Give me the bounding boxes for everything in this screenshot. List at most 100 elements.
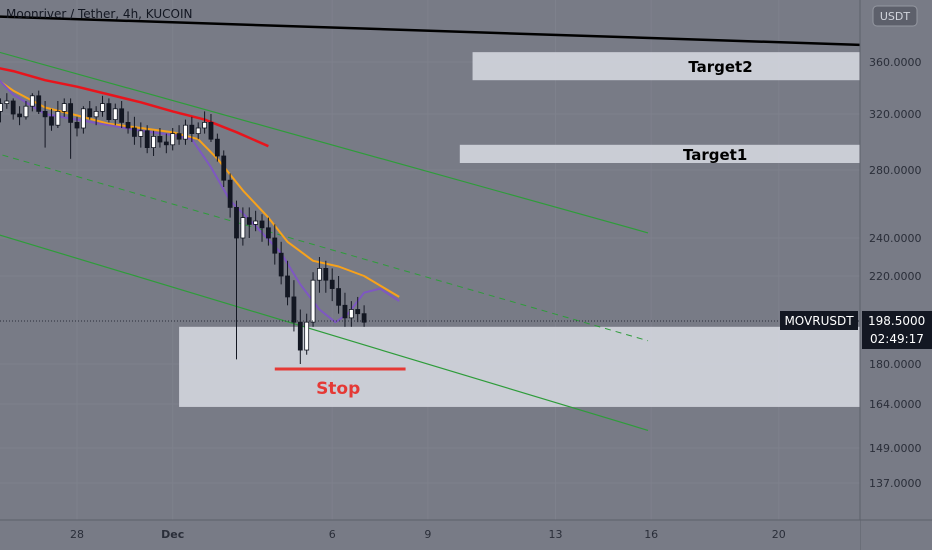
currency-label: USDT — [880, 10, 911, 23]
candle[interactable] — [208, 114, 214, 142]
price-tick-label: 280.0000 — [869, 164, 922, 177]
candle[interactable] — [202, 111, 208, 134]
channel-line[interactable] — [0, 47, 649, 234]
candle[interactable] — [23, 101, 29, 120]
candle[interactable] — [87, 101, 93, 120]
candle[interactable] — [157, 128, 163, 148]
candle-body — [10, 100, 16, 115]
zone-label: Target1 — [683, 146, 747, 164]
bar-countdown: 02:49:17 — [870, 332, 924, 346]
candle[interactable] — [61, 98, 67, 117]
candle[interactable] — [0, 98, 3, 123]
zone-box[interactable] — [472, 52, 901, 81]
candle-body — [4, 100, 10, 104]
candle[interactable] — [234, 200, 239, 360]
time-tick-label: 13 — [549, 528, 563, 541]
candle[interactable] — [183, 119, 188, 145]
candle-body — [138, 130, 144, 137]
candle[interactable] — [42, 101, 48, 148]
candle[interactable] — [17, 106, 22, 126]
candle-body — [259, 220, 265, 229]
zone-box[interactable] — [179, 326, 901, 407]
price-tick-label: 149.0000 — [869, 442, 922, 455]
candle[interactable] — [151, 130, 156, 156]
candle[interactable] — [272, 224, 278, 265]
candle[interactable] — [278, 241, 284, 285]
channel-line[interactable] — [0, 230, 649, 431]
plot-area[interactable] — [0, 0, 860, 520]
candle[interactable] — [323, 260, 329, 293]
candle[interactable] — [342, 292, 348, 327]
candle[interactable] — [214, 133, 220, 162]
candle[interactable] — [246, 207, 252, 238]
candle-body — [42, 111, 48, 118]
ma-red-line[interactable] — [0, 65, 269, 148]
price-axis[interactable] — [860, 0, 932, 550]
candle[interactable] — [49, 108, 54, 131]
candle[interactable] — [80, 106, 86, 134]
candle[interactable] — [240, 207, 246, 246]
candle[interactable] — [93, 106, 99, 126]
candle[interactable] — [195, 122, 201, 140]
candle[interactable] — [221, 150, 227, 187]
candle[interactable] — [138, 122, 144, 148]
candle[interactable] — [144, 125, 150, 154]
candle[interactable] — [265, 217, 271, 246]
candle[interactable] — [132, 116, 137, 145]
candle[interactable] — [4, 93, 10, 109]
candle[interactable] — [285, 260, 290, 306]
chart-title: Moonriver / Tether, 4h, KUCOIN — [6, 7, 192, 21]
candle-body — [23, 105, 29, 118]
time-axis[interactable] — [0, 520, 860, 550]
candle-body — [234, 206, 239, 239]
candle[interactable] — [310, 272, 316, 327]
symbol-tag: MOVRUSDT — [780, 311, 858, 330]
price-tick-label: 137.0000 — [869, 477, 922, 490]
candle-body — [151, 135, 156, 148]
candle[interactable] — [189, 116, 195, 142]
candle[interactable] — [253, 210, 259, 232]
candle[interactable] — [227, 173, 233, 218]
candle[interactable] — [29, 93, 35, 112]
last-price-tag: 198.5000 02:49:17 — [862, 311, 932, 349]
candle[interactable] — [112, 103, 118, 126]
candle[interactable] — [259, 214, 265, 242]
candle[interactable] — [176, 125, 182, 145]
candle-body — [183, 124, 188, 140]
symbol-tag-text: MOVRUSDT — [784, 314, 854, 328]
candle[interactable] — [336, 276, 341, 314]
candle[interactable] — [100, 95, 105, 117]
candle-body — [317, 267, 322, 281]
candle[interactable] — [68, 98, 74, 159]
candle[interactable] — [291, 280, 297, 332]
price-tick-label: 164.0000 — [869, 398, 922, 411]
zone-box[interactable] — [459, 144, 901, 163]
candle-body — [74, 122, 80, 129]
resistance-trendline[interactable] — [0, 15, 894, 48]
candle[interactable] — [125, 111, 131, 134]
candle[interactable] — [361, 305, 367, 327]
candle[interactable] — [36, 90, 42, 114]
candle-body — [227, 179, 233, 208]
candle[interactable] — [10, 98, 16, 120]
candle-body — [0, 103, 3, 112]
channel-midline[interactable] — [0, 149, 649, 342]
candle[interactable] — [119, 101, 125, 128]
candle[interactable] — [329, 268, 335, 302]
candle[interactable] — [106, 98, 112, 123]
candle[interactable] — [55, 101, 61, 128]
candle-body — [195, 127, 201, 134]
candle[interactable] — [170, 128, 176, 151]
candle[interactable] — [297, 309, 303, 364]
candle-body — [80, 108, 86, 129]
currency-badge[interactable]: USDT — [872, 5, 918, 27]
candle[interactable] — [348, 301, 354, 327]
candle-body — [157, 135, 163, 143]
candle-body — [272, 237, 278, 254]
candle[interactable] — [163, 133, 169, 154]
candle-body — [348, 309, 354, 319]
candle[interactable] — [317, 257, 322, 293]
candle[interactable] — [355, 296, 361, 323]
candle[interactable] — [74, 116, 80, 137]
